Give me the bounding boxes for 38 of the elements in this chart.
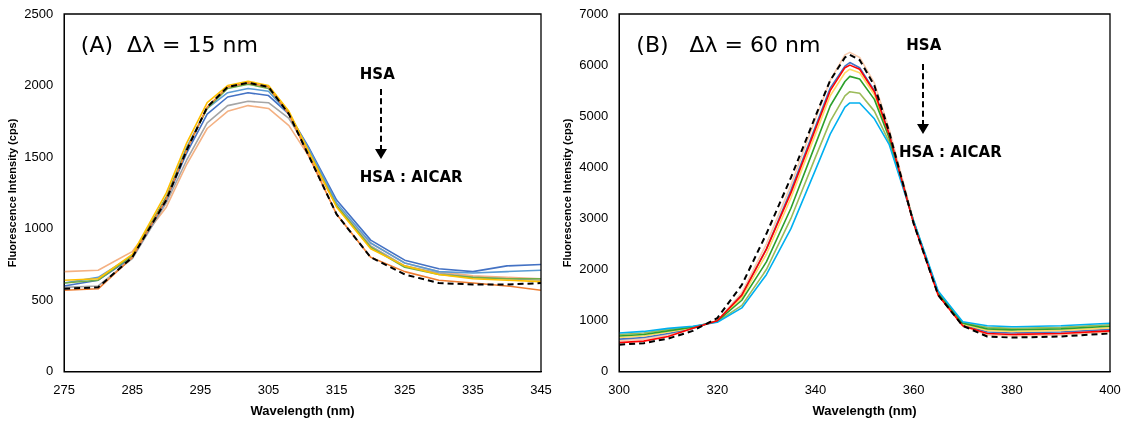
x-tick-label: 380: [1000, 382, 1023, 398]
x-tick-label: 325: [393, 382, 416, 398]
annotation: HSA: [906, 36, 942, 55]
annotation: HSA : AICAR: [359, 168, 463, 187]
x-tick-label: 295: [189, 382, 212, 398]
y-tick-label: 7000: [579, 5, 609, 21]
annotation: HSA: [359, 64, 396, 83]
y-axis-title: Fluorescence Intensity (cps): [560, 118, 573, 268]
x-tick-label: 360: [902, 382, 925, 398]
x-tick-label: 335: [462, 382, 484, 398]
annotation: (A) Δλ = 15 nm: [80, 31, 258, 57]
y-tick-label: 1500: [24, 148, 54, 164]
y-tick-label: 3000: [579, 210, 609, 226]
y-tick-label: 0: [600, 363, 609, 379]
y-tick-label: 2000: [579, 261, 609, 277]
x-tick-label: 345: [530, 382, 552, 398]
x-tick-label: 320: [706, 382, 729, 398]
x-tick-label: 305: [257, 382, 280, 398]
y-tick-label: 0: [45, 363, 54, 379]
y-tick-label: 6000: [579, 56, 609, 72]
annotation: HSA : AICAR: [898, 143, 1003, 162]
y-tick-label: 2000: [24, 77, 54, 93]
x-tick-label: 340: [804, 382, 827, 398]
x-tick-label: 400: [1099, 382, 1121, 398]
y-axis-title: Fluorescence Intensity (cps): [5, 118, 18, 268]
y-tick-label: 4000: [579, 158, 609, 174]
annotation: (B) Δλ = 60 nm: [636, 31, 821, 57]
y-tick-label: 2500: [24, 5, 54, 21]
x-axis-title: Wavelength (nm): [250, 402, 355, 418]
y-tick-label: 500: [31, 291, 54, 307]
x-tick-label: 275: [53, 382, 75, 398]
y-tick-label: 1000: [579, 312, 609, 328]
x-tick-label: 315: [325, 382, 348, 398]
y-tick-label: 5000: [579, 107, 609, 123]
x-tick-label: 285: [121, 382, 144, 398]
y-tick-label: 1000: [24, 220, 54, 236]
x-axis-title: Wavelength (nm): [812, 402, 917, 418]
x-tick-label: 300: [608, 382, 630, 398]
